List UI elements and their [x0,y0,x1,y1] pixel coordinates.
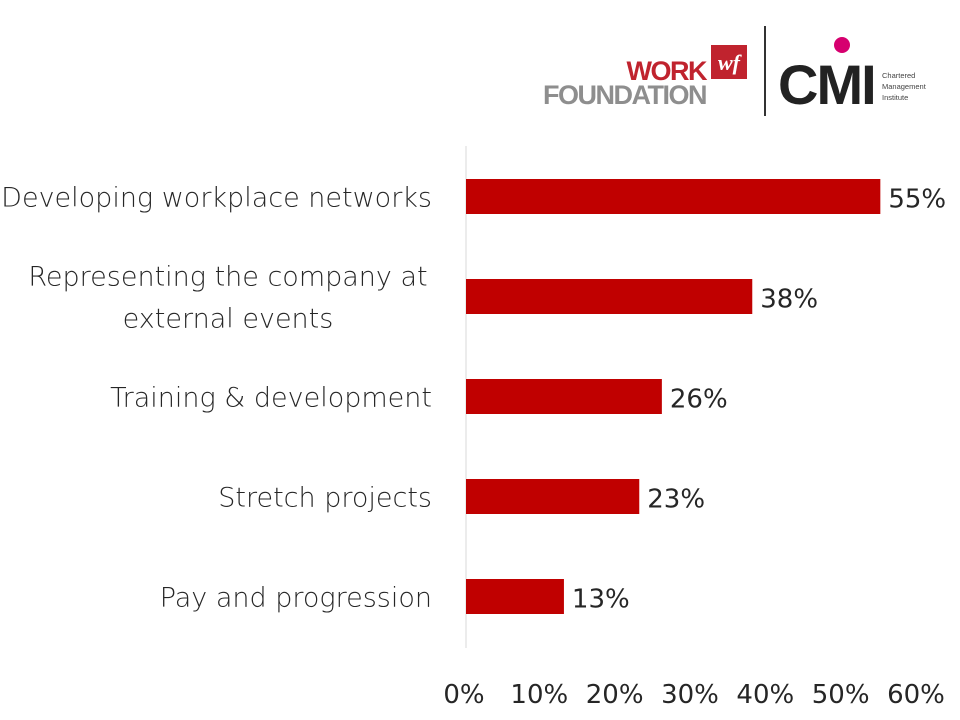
bar-2 [466,379,662,414]
category-label-1: Representing the company at external even… [28,262,427,335]
cmi-logo: CMI Chartered Management Institute [778,37,927,116]
x-tick-label-5: 50% [812,680,870,710]
x-axis-ticks: 0% 10% 20% 30% 40% 50% 60% [443,680,945,710]
category-labels: Developing workplace networks Representin… [1,183,432,614]
x-tick-label-2: 20% [586,680,644,710]
wf-mark-box [711,45,747,79]
value-label-0: 55% [888,185,946,215]
category-label-3: Stretch projects [218,483,432,514]
work-foundation-logo: WORK FOUNDATION wf [543,45,747,110]
bar-series [466,179,881,614]
cmi-subtitle-1: Chartered [882,71,915,80]
cmi-wordmark: CMI [778,53,875,116]
x-tick-label-0: 0% [443,680,484,710]
work-foundation-line1: WORK [627,56,708,86]
bar-0 [466,179,881,214]
bar-4 [466,579,564,614]
bar-1 [466,279,753,314]
category-label-4: Pay and progression [160,583,432,614]
bar-3 [466,479,640,514]
x-tick-label-3: 30% [661,680,719,710]
cmi-subtitle-3: Institute [882,93,908,102]
value-label-4: 13% [572,585,630,615]
value-label-3: 23% [647,485,705,515]
x-tick-label-1: 10% [510,680,568,710]
value-labels: 55% 38% 26% 23% 13% [572,185,946,615]
work-foundation-line2: FOUNDATION [543,80,706,110]
category-label-0: Developing workplace networks [1,183,432,214]
logo-banner: WORK FOUNDATION wf CMI Chartered Managem… [543,26,927,116]
category-label-2: Training & development [110,383,432,414]
cmi-subtitle-2: Management [882,82,927,91]
x-tick-label-6: 60% [887,680,945,710]
x-tick-label-4: 40% [736,680,794,710]
value-label-2: 26% [670,385,728,415]
wf-mark: wf [718,50,743,75]
value-label-1: 38% [760,285,818,315]
cmi-dot [834,37,850,53]
